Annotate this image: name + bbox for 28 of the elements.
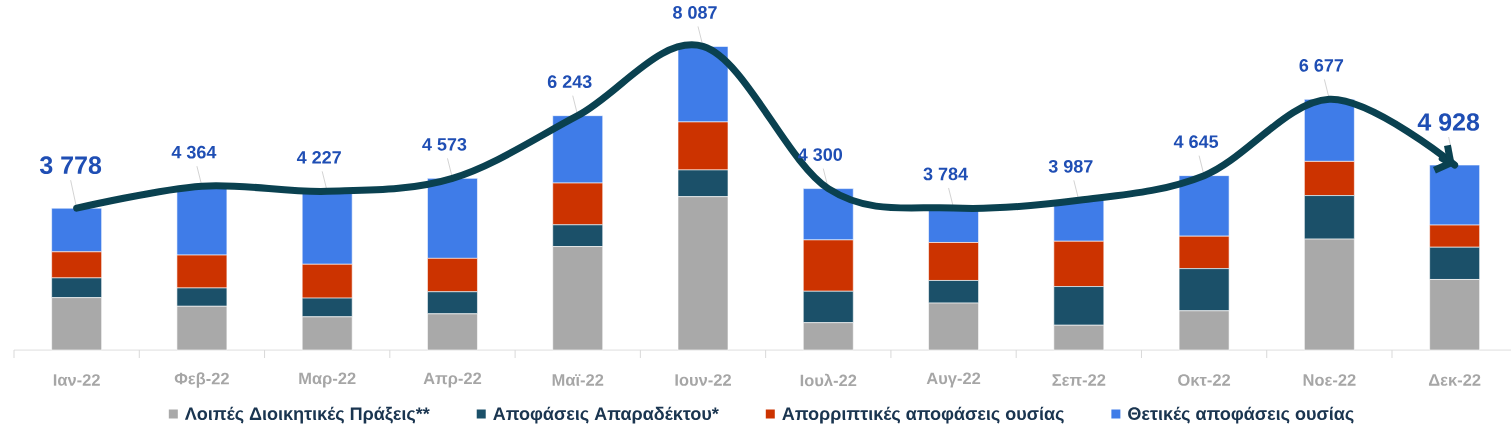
x-tick-label: Φεβ-22 — [174, 372, 229, 388]
x-tick-label: Δεκ-22 — [1428, 374, 1481, 386]
data-label: 3 784 — [923, 167, 968, 181]
x-tick-label: Απρ-22 — [423, 372, 482, 388]
x-tick-label: Σεπ-22 — [1052, 374, 1106, 386]
data-label: 6 243 — [547, 75, 592, 89]
data-label: 4 573 — [422, 137, 467, 151]
x-tick-label: Οκτ-22 — [1178, 374, 1231, 386]
x-tick-label: Ιουλ-22 — [800, 373, 857, 387]
x-tick-label: Αυγ-22 — [926, 372, 981, 388]
legend-label: Θετικές αποφάσεις ουσίας — [1128, 406, 1354, 424]
x-tick-label: Μαϊ-22 — [552, 374, 604, 386]
data-label: 3 987 — [1048, 159, 1093, 173]
x-tick-label: Ιαν-22 — [53, 374, 100, 386]
x-tick-label: Μαρ-22 — [299, 372, 356, 388]
data-label: 3 778 — [39, 156, 102, 175]
x-tick-label: Νοε-22 — [1303, 374, 1356, 386]
legend-label: Λοιπές Διοικητικές Πράξεις** — [184, 406, 430, 424]
legend-label: Απορριπτικές αποφάσεις ουσίας — [782, 406, 1064, 424]
data-label: 6 677 — [1299, 58, 1344, 72]
data-label: 4 227 — [296, 151, 341, 164]
data-label: 4 928 — [1417, 113, 1480, 131]
x-tick-label: Ιουν-22 — [675, 374, 731, 386]
data-label: 4 645 — [1173, 135, 1219, 149]
data-label: 8 087 — [673, 6, 717, 19]
legend-label: Αποφάσεις Απαραδέκτου* — [493, 406, 719, 424]
data-label: 4 300 — [798, 148, 843, 161]
data-label: 4 364 — [171, 145, 217, 159]
